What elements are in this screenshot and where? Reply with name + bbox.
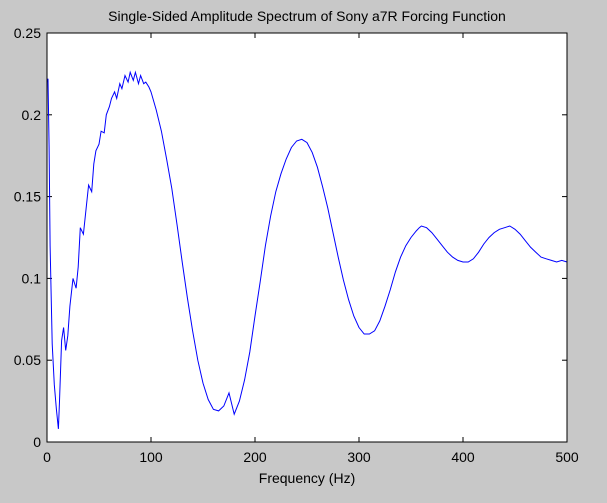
y-tick-label: 0.1 xyxy=(22,270,42,286)
x-tick-label: 400 xyxy=(451,449,475,465)
plot-frame xyxy=(46,32,568,443)
x-axis-label: Frequency (Hz) xyxy=(259,470,355,486)
plot-area xyxy=(47,33,567,442)
y-tick-label: 0.05 xyxy=(14,352,41,368)
chart-title: Single-Sided Amplitude Spectrum of Sony … xyxy=(108,8,506,24)
series-line xyxy=(46,70,568,429)
x-tick-label: 200 xyxy=(243,449,267,465)
y-tick-label: 0 xyxy=(33,434,41,450)
y-tick-label: 0.25 xyxy=(14,25,41,41)
x-tick-label: 300 xyxy=(347,449,371,465)
x-tick-label: 0 xyxy=(43,449,51,465)
x-tick-label: 500 xyxy=(555,449,579,465)
y-tick-label: 0.2 xyxy=(22,107,42,123)
axis-tick-labels: 0 100 200 300 400 500 0 0.05 0.1 0.15 0.2 0.25 xyxy=(14,25,579,465)
x-tick-label: 100 xyxy=(139,449,163,465)
y-tick-label: 0.15 xyxy=(14,189,41,205)
